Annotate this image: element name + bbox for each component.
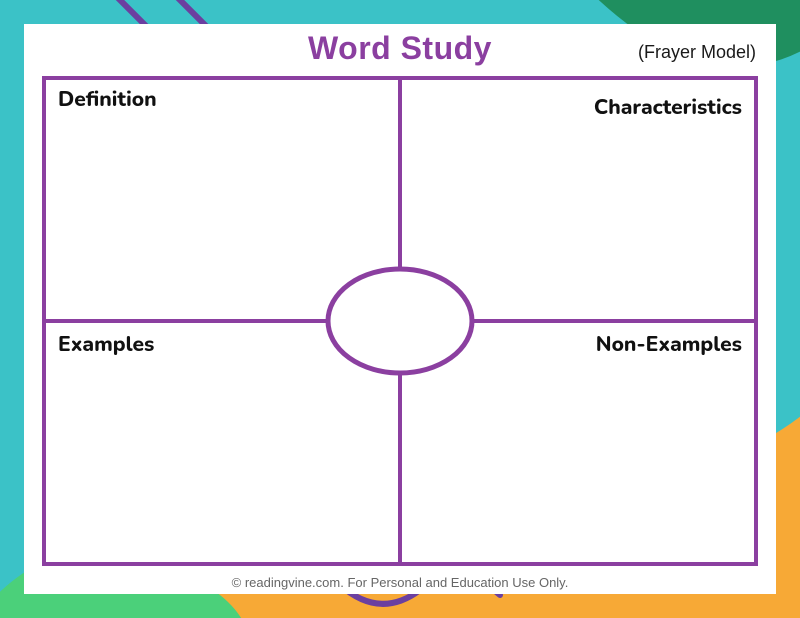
- quadrant-label-examples: Examples: [58, 331, 154, 359]
- worksheet-card: Word Study (Frayer Model) Definition Cha…: [24, 24, 776, 594]
- page-subtitle: (Frayer Model): [638, 42, 756, 63]
- footer-text: © readingvine.com. For Personal and Educ…: [24, 575, 776, 590]
- quadrant-label-nonexamples: Non-Examples: [596, 331, 742, 359]
- frayer-frame: [42, 76, 758, 566]
- quadrant-label-characteristics: Characteristics: [594, 94, 742, 122]
- worksheet-header: Word Study (Frayer Model): [24, 24, 776, 76]
- quadrant-label-definition: Definition: [58, 86, 157, 114]
- frayer-grid: Definition Characteristics Examples Non-…: [42, 76, 758, 566]
